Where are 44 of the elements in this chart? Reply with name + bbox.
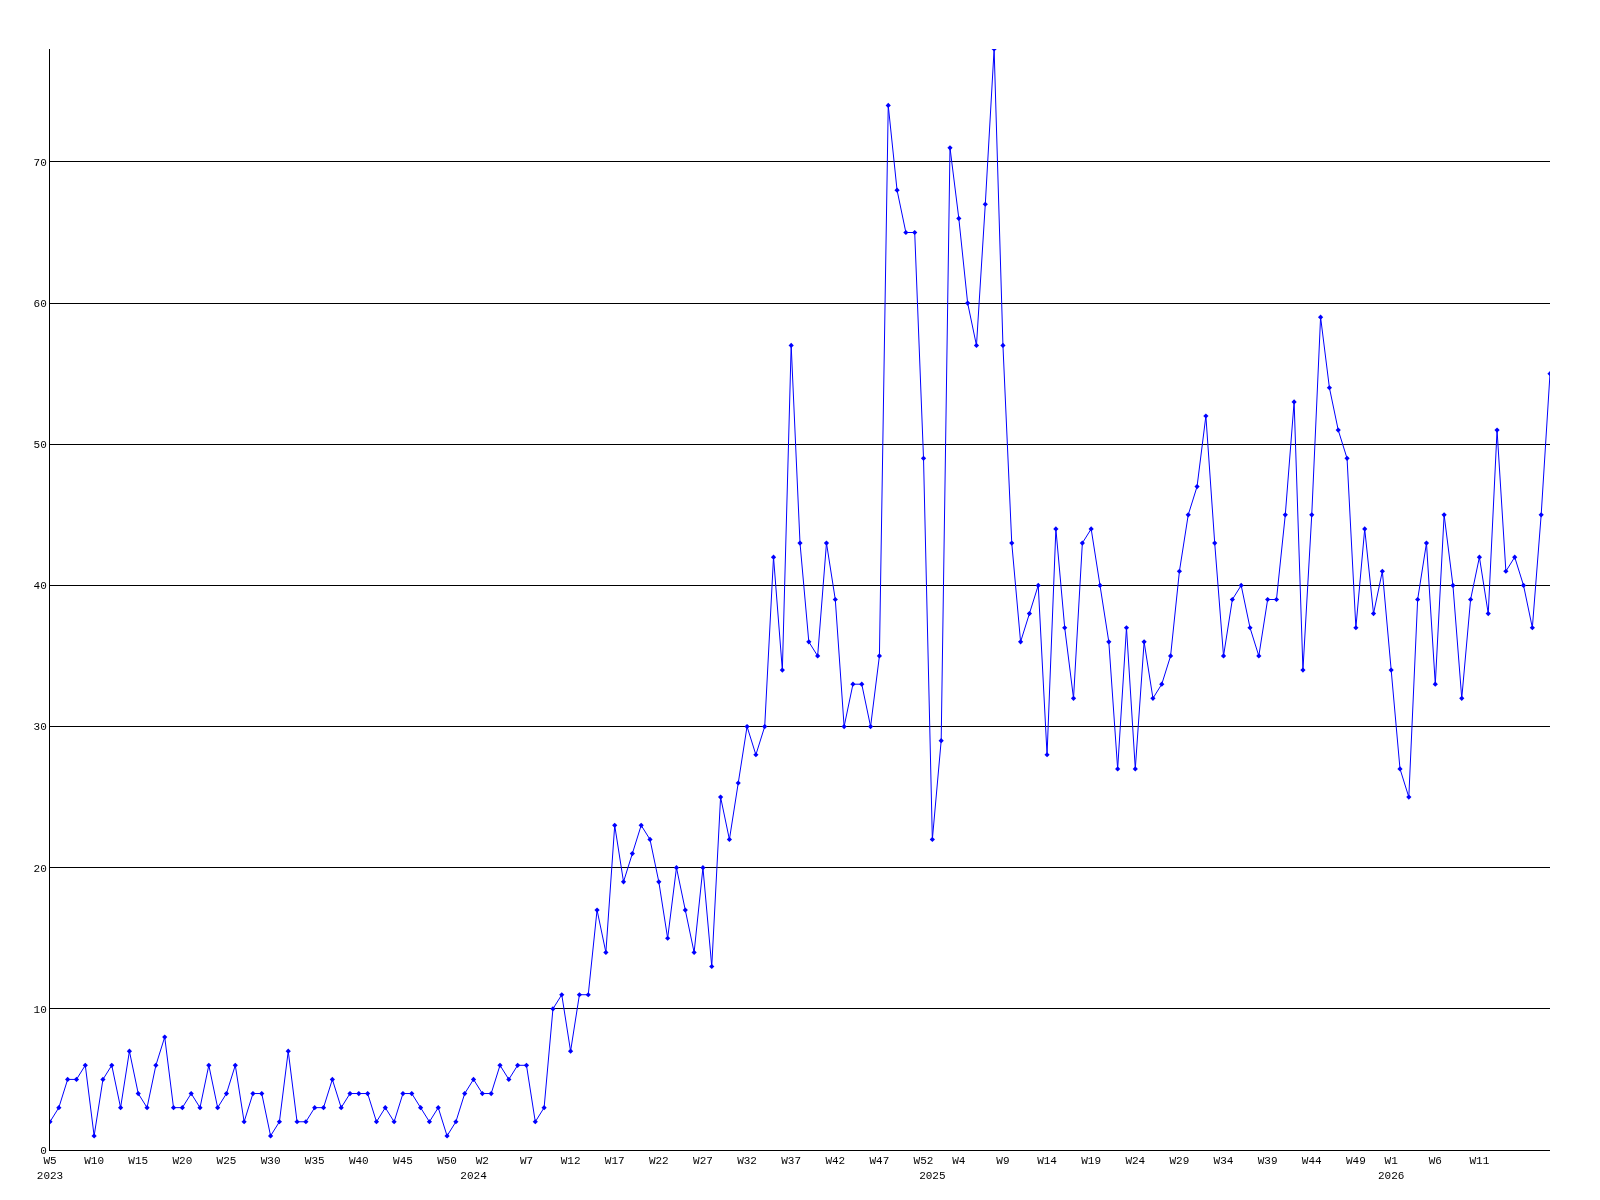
x-tick-label: 2025 — [919, 1169, 946, 1182]
y-tick-label: 20 — [33, 862, 47, 875]
x-tick-label: W30 — [260, 1155, 281, 1168]
x-tick-label: W44 — [1301, 1155, 1323, 1168]
x-tick-label: W42 — [825, 1155, 846, 1168]
x-tick-label: W7 — [519, 1155, 534, 1168]
x-tick-label: W35 — [304, 1155, 325, 1168]
x-tick-label: W1 2026 — [1377, 1155, 1405, 1182]
x-tick-label: W45 — [393, 1155, 413, 1168]
x-tick-label: W50 — [437, 1155, 457, 1168]
x-tick-label: W14 — [1037, 1155, 1058, 1168]
x-tick-label: W4 — [952, 1155, 966, 1168]
y-tick-label: 50 — [33, 439, 47, 452]
x-tick-label: W29 — [1169, 1155, 1190, 1168]
x-tick-label: W22 — [648, 1155, 669, 1168]
x-tick-label: W52 — [913, 1155, 934, 1168]
x-tick-label: W32 — [737, 1155, 757, 1168]
x-tick-label: W2 — [475, 1155, 489, 1168]
y-tick-label: 10 — [33, 1003, 47, 1016]
x-tick-label: W12 — [560, 1155, 581, 1168]
x-tick-label: W6 — [1428, 1155, 1442, 1168]
x-tick-label: W25 — [216, 1155, 237, 1168]
x-tick-label: W37 — [781, 1155, 802, 1168]
x-tick-label: W10 — [84, 1155, 105, 1168]
x-tick-label: W11 — [1469, 1155, 1490, 1168]
x-tick-label: W34 — [1213, 1155, 1234, 1168]
x-tick-label: W17 — [604, 1155, 625, 1168]
x-tick-label: W5 2023 — [36, 1155, 64, 1182]
x-tick-label: W27 — [693, 1155, 713, 1168]
y-tick-label: 0 — [40, 1144, 47, 1157]
x-tick-label: W39 — [1257, 1155, 1278, 1168]
x-tick-label: W15 — [128, 1155, 149, 1168]
y-tick-label: 30 — [33, 721, 47, 734]
x-tick-label: W24 — [1125, 1155, 1146, 1168]
x-tick-label: W40 — [348, 1155, 369, 1168]
x-tick-label: W49 — [1345, 1155, 1366, 1168]
x-tick-label: W20 — [172, 1155, 193, 1168]
y-tick-label: 60 — [33, 297, 47, 310]
x-tick-label: 2024 — [460, 1169, 488, 1182]
x-tick-label: W19 — [1081, 1155, 1102, 1168]
x-tick-label: W47 — [869, 1155, 890, 1168]
x-tick-label: W9 — [996, 1155, 1010, 1168]
y-tick-label: 40 — [33, 580, 47, 593]
y-tick-label: 70 — [33, 156, 47, 169]
